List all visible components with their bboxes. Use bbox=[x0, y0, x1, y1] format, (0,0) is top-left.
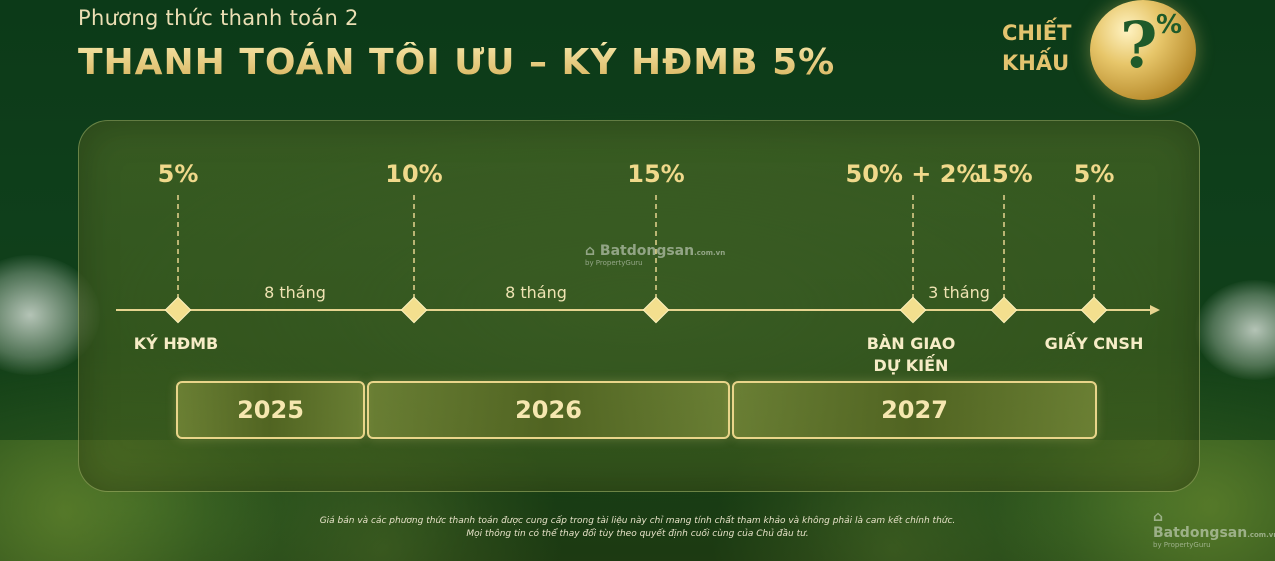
disclaimer-line-2: Mọi thông tin có thể thay đổi tùy theo q… bbox=[466, 529, 809, 539]
milestone-handover: BÀN GIAO DỰ KIẾN bbox=[867, 333, 956, 377]
coin-question-mark: ? bbox=[1120, 8, 1158, 83]
milestone-marker-3 bbox=[642, 296, 670, 324]
percent-label-5: 15% bbox=[975, 160, 1033, 188]
milestone-marker-5 bbox=[990, 296, 1018, 324]
watermark-domain: .com.vn bbox=[694, 249, 726, 257]
coin-percent-sign: % bbox=[1156, 10, 1183, 40]
watermark-logo-icon: ⌂ bbox=[585, 243, 600, 259]
disclaimer-line-1: Giá bán và các phương thức thanh toán đư… bbox=[319, 516, 956, 526]
timeline-markers bbox=[164, 296, 1108, 324]
disclaimer: Giá bán và các phương thức thanh toán đư… bbox=[0, 515, 1275, 541]
page-title: THANH TOÁN TỐI ƯU – KÝ HĐMB 5% bbox=[78, 42, 836, 83]
milestone-certificate: GIẤY CNSH bbox=[1044, 334, 1144, 353]
watermark-by: by PropertyGuru bbox=[585, 259, 643, 267]
milestone-marker-6 bbox=[1080, 296, 1108, 324]
discount-coin-icon: ? % bbox=[1090, 0, 1196, 100]
percent-label-6: 5% bbox=[1073, 160, 1115, 188]
year-box-2025: 2025 bbox=[176, 381, 365, 439]
watermark-corner-logo-icon: ⌂ bbox=[1153, 509, 1164, 525]
milestone-marker-2 bbox=[400, 296, 428, 324]
percent-label-2: 10% bbox=[385, 160, 443, 188]
watermark-corner-by: by PropertyGuru bbox=[1153, 541, 1211, 549]
milestone-sign-contract: KÝ HĐMB bbox=[133, 334, 219, 353]
watermark-corner-name: Batdongsan bbox=[1153, 525, 1248, 541]
discount-label: CHIẾT KHẤU bbox=[1002, 18, 1092, 78]
percent-label-3: 15% bbox=[627, 160, 685, 188]
page-subtitle: Phương thức thanh toán 2 bbox=[78, 6, 359, 30]
watermark-corner: ⌂ Batdongsan.com.vn by PropertyGuru bbox=[1153, 509, 1275, 549]
watermark-name: Batdongsan bbox=[599, 243, 695, 259]
percent-label-4: 50% + 2% bbox=[845, 160, 981, 188]
year-box-2026: 2026 bbox=[367, 381, 730, 439]
percent-label-1: 5% bbox=[157, 160, 199, 188]
watermark-center: ⌂ Batdongsan.com.vn by PropertyGuru bbox=[585, 243, 725, 267]
watermark-corner-domain: .com.vn bbox=[1247, 531, 1275, 539]
milestone-handover-line-1: BÀN GIAO bbox=[866, 334, 956, 353]
interval-label-3: 3 tháng bbox=[928, 283, 990, 302]
interval-label-1: 8 tháng bbox=[264, 283, 326, 302]
discount-line-1: CHIẾT bbox=[1002, 21, 1072, 45]
milestone-marker-1 bbox=[164, 296, 192, 324]
discount-line-2: KHẤU bbox=[1002, 51, 1070, 75]
milestone-handover-line-2: DỰ KIẾN bbox=[873, 356, 949, 375]
milestone-marker-4 bbox=[899, 296, 927, 324]
year-box-2027: 2027 bbox=[732, 381, 1097, 439]
interval-label-2: 8 tháng bbox=[505, 283, 567, 302]
timeline-arrow-head bbox=[1150, 305, 1160, 315]
